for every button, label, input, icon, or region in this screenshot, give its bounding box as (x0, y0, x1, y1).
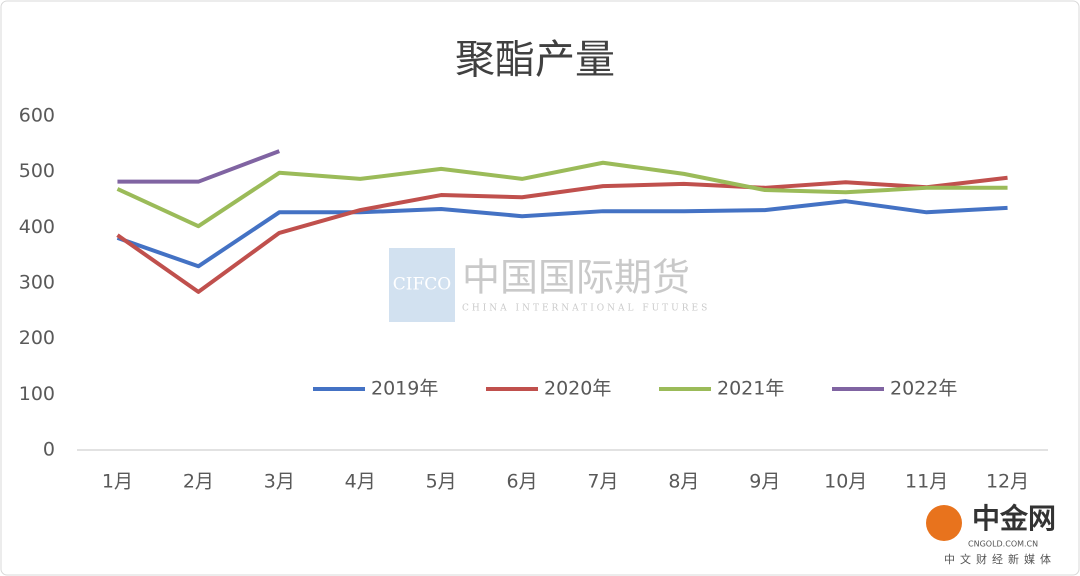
y-tick-label: 600 (19, 105, 55, 127)
y-tick-label: 200 (19, 327, 55, 349)
series-line (116, 160, 1008, 229)
x-tick-label: 6月 (506, 471, 537, 493)
x-tick-label: 9月 (749, 471, 780, 493)
watermark-subtitle: CHINA INTERNATIONAL FUTURES (462, 304, 710, 314)
source-logo: 中金网 CNGOLD.COM.CN 中文财经新媒体 (926, 502, 1056, 566)
source-logo-url: CNGOLD.COM.CN (968, 540, 1038, 549)
x-tick-label: 10月 (824, 471, 867, 493)
series-line (116, 175, 1008, 294)
x-tick-label: 2月 (183, 471, 214, 493)
source-logo-tagline: 中文财经新媒体 (944, 552, 1056, 566)
source-logo-name: 中金网 (972, 502, 1056, 535)
y-tick-label: 0 (43, 439, 55, 461)
x-tick-label: 3月 (264, 471, 295, 493)
x-tick-label: 11月 (905, 471, 948, 493)
watermark: CIFCO 中国国际期货 CHINA INTERNATIONAL FUTURES (389, 248, 710, 322)
legend-label: 2021年 (717, 378, 784, 400)
x-tick-label: 4月 (345, 471, 376, 493)
y-tick-label: 500 (19, 160, 55, 182)
x-tick-label: 12月 (986, 471, 1029, 493)
x-tick-label: 5月 (426, 471, 457, 493)
watermark-logo: CIFCO (393, 275, 451, 295)
x-tick-label: 1月 (102, 471, 133, 493)
y-tick-label: 400 (19, 216, 55, 238)
series-line (117, 149, 280, 184)
source-logo-icon (926, 505, 962, 541)
legend-label: 2019年 (371, 378, 438, 400)
y-tick-label: 300 (19, 272, 55, 294)
legend-label: 2020年 (544, 378, 611, 400)
watermark-name: 中国国际期货 (462, 256, 690, 300)
series-line (116, 199, 1008, 269)
watermark-box (389, 248, 455, 322)
y-tick-label: 100 (19, 383, 55, 405)
x-tick-label: 7月 (587, 471, 618, 493)
legend-label: 2022年 (890, 378, 957, 400)
chart-title: 聚酯产量 (455, 37, 615, 83)
x-tick-label: 8月 (668, 471, 699, 493)
